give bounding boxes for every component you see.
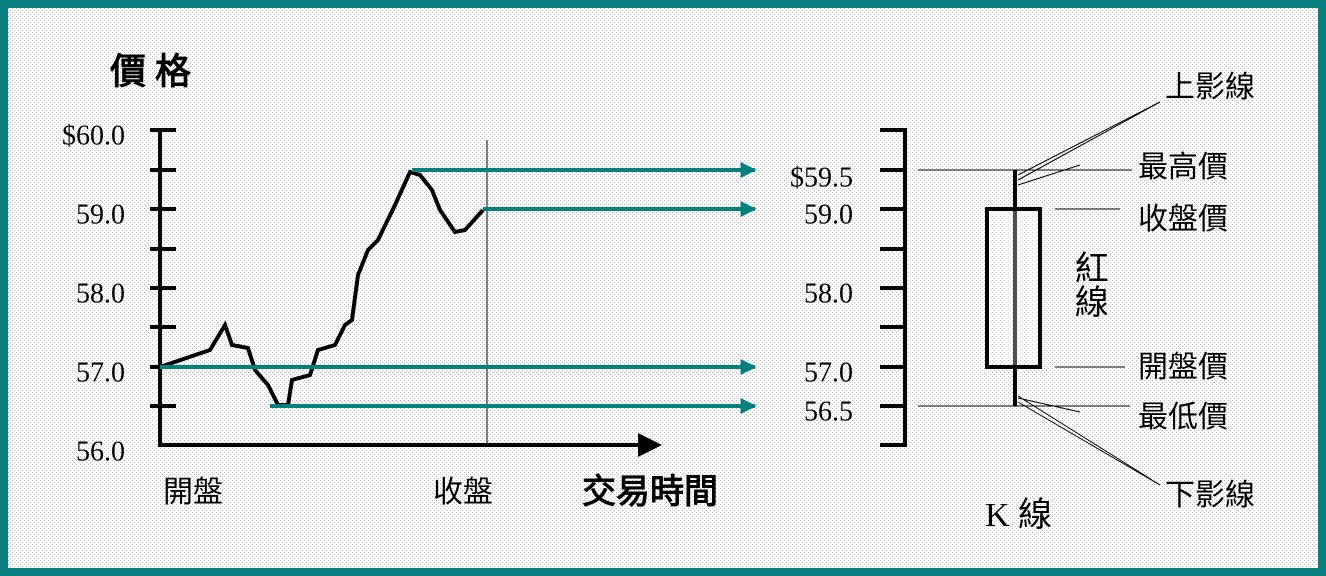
y-tick-label: $60.0 — [62, 120, 125, 151]
y-tick-label: 59.0 — [76, 199, 125, 230]
open-label: 開盤 — [163, 476, 223, 509]
left-axis — [150, 128, 640, 447]
price-curve — [159, 169, 485, 407]
r-tick-label: 58.0 — [804, 278, 853, 309]
r-tick-label: $59.5 — [790, 162, 853, 193]
r-tick-label: 57.0 — [804, 357, 853, 388]
open-price-label: 開盤價 — [1138, 351, 1228, 384]
upper-shadow-label: 上影線 — [1165, 71, 1255, 104]
candle-body — [985, 207, 1042, 369]
y-tick-label: 56.0 — [76, 436, 125, 467]
arrows — [160, 162, 757, 414]
high-label: 最高價 — [1138, 151, 1228, 184]
y-title: 價 格 — [109, 51, 192, 91]
body-label: 紅線 — [1069, 250, 1107, 318]
low-label: 最低價 — [1138, 401, 1228, 434]
right-axis — [880, 128, 907, 447]
r-tick-label: 56.5 — [804, 396, 853, 427]
y-tick-label: 57.0 — [76, 357, 125, 388]
candle-title: K 線 — [985, 496, 1052, 534]
lower-shadow-label: 下影線 — [1165, 479, 1255, 512]
close-price-label: 收盤價 — [1138, 203, 1228, 236]
y-tick-label: 58.0 — [76, 278, 125, 309]
close-label: 收盤 — [433, 476, 493, 509]
r-tick-label: 59.0 — [804, 199, 853, 230]
leader-lines — [918, 101, 1161, 486]
x-title: 交易時間 — [582, 472, 718, 511]
x-arrow — [638, 433, 662, 457]
